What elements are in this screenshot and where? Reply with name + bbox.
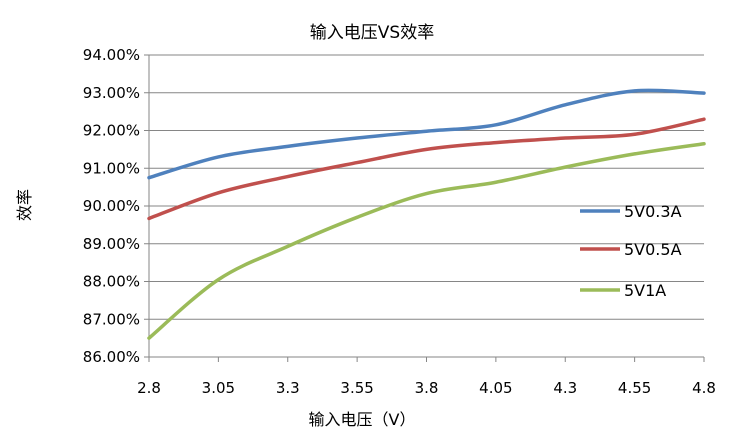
x-tick-labels: 2.8 3.05 3.3 3.55 3.8 4.05 4.3 4.55 4.8 — [137, 379, 716, 397]
x-axis-title: 输入电压（V） — [309, 410, 416, 429]
x-tick-label: 4.05 — [479, 379, 512, 397]
legend-label-5v1a: 5V1A — [624, 281, 666, 300]
y-tick-label: 88.00% — [83, 273, 140, 291]
x-tick-label: 3.55 — [340, 379, 373, 397]
axes — [144, 54, 705, 362]
x-tick-label: 3.8 — [415, 379, 439, 397]
y-tick-label: 94.00% — [83, 46, 140, 64]
gridlines — [149, 54, 704, 320]
x-tick-label: 4.8 — [692, 379, 716, 397]
y-tick-label: 90.00% — [83, 197, 140, 215]
y-tick-label: 93.00% — [83, 84, 140, 102]
x-tick-label: 3.05 — [202, 379, 235, 397]
y-tick-label: 92.00% — [83, 122, 140, 140]
y-tick-label: 87.00% — [83, 310, 140, 328]
x-tick-label: 4.55 — [618, 379, 651, 397]
series-line-5v1a — [147, 141, 706, 340]
legend-label-5v0-5a: 5V0.5A — [624, 240, 682, 259]
legend-label-5v0-3a: 5V0.3A — [624, 202, 682, 221]
y-tick-label: 89.00% — [83, 235, 140, 253]
legend: 5V0.3A 5V0.5A 5V1A — [580, 202, 682, 300]
y-axis-title: 效率 — [15, 189, 34, 221]
x-tick-label: 2.8 — [137, 379, 161, 397]
series-lines — [147, 88, 706, 340]
x-tick-label: 4.3 — [553, 379, 577, 397]
y-tick-label: 91.00% — [83, 159, 140, 177]
y-tick-label: 86.00% — [83, 348, 140, 366]
chart-title: 输入电压VS效率 — [310, 23, 434, 43]
y-tick-labels: 86.00% 87.00% 88.00% 89.00% 90.00% 91.00% 92.0… — [83, 46, 140, 366]
series-line-5v0-3a — [147, 88, 706, 180]
series-line-5v0-5a — [147, 117, 706, 221]
x-tick-label: 3.3 — [276, 379, 300, 397]
